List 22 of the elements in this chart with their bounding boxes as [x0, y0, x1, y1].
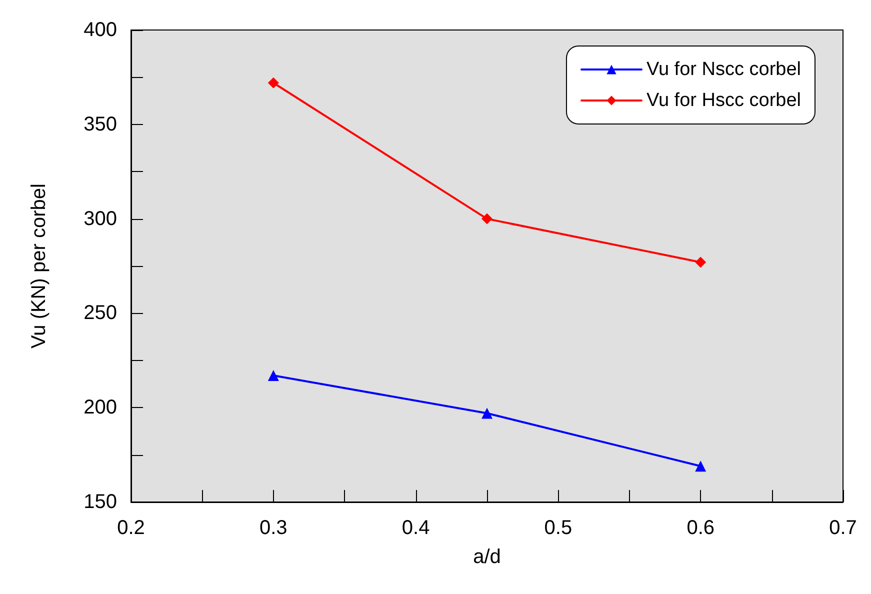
point [695, 460, 706, 472]
point [482, 408, 492, 419]
x-tick-label: 0.4 [402, 517, 430, 539]
legend-label: Vu for Hscc corbel [646, 90, 801, 111]
y-tick-label: 250 [84, 302, 117, 324]
x-tick-label: 0.3 [259, 517, 288, 539]
y-tick-label: 300 [84, 208, 117, 230]
point [482, 213, 492, 224]
y-tick-label: 200 [84, 396, 117, 419]
y-tick-label: 150 [84, 491, 117, 513]
x-tick-label: 0.6 [686, 517, 715, 539]
legend-label: Vu for Nscc corbel [646, 59, 801, 80]
x-tick-label: 0.2 [117, 517, 145, 539]
x-tick-label: 0.5 [544, 517, 572, 539]
point [268, 370, 279, 382]
point [695, 256, 706, 268]
x-axis-title: a/d [473, 546, 501, 568]
y-axis-title: Vu (KN) per corbel [28, 184, 50, 348]
y-tick-label: 400 [84, 19, 117, 41]
y-tick-label: 350 [84, 113, 117, 136]
point [268, 77, 279, 88]
x-tick-label: 0.7 [829, 517, 857, 539]
